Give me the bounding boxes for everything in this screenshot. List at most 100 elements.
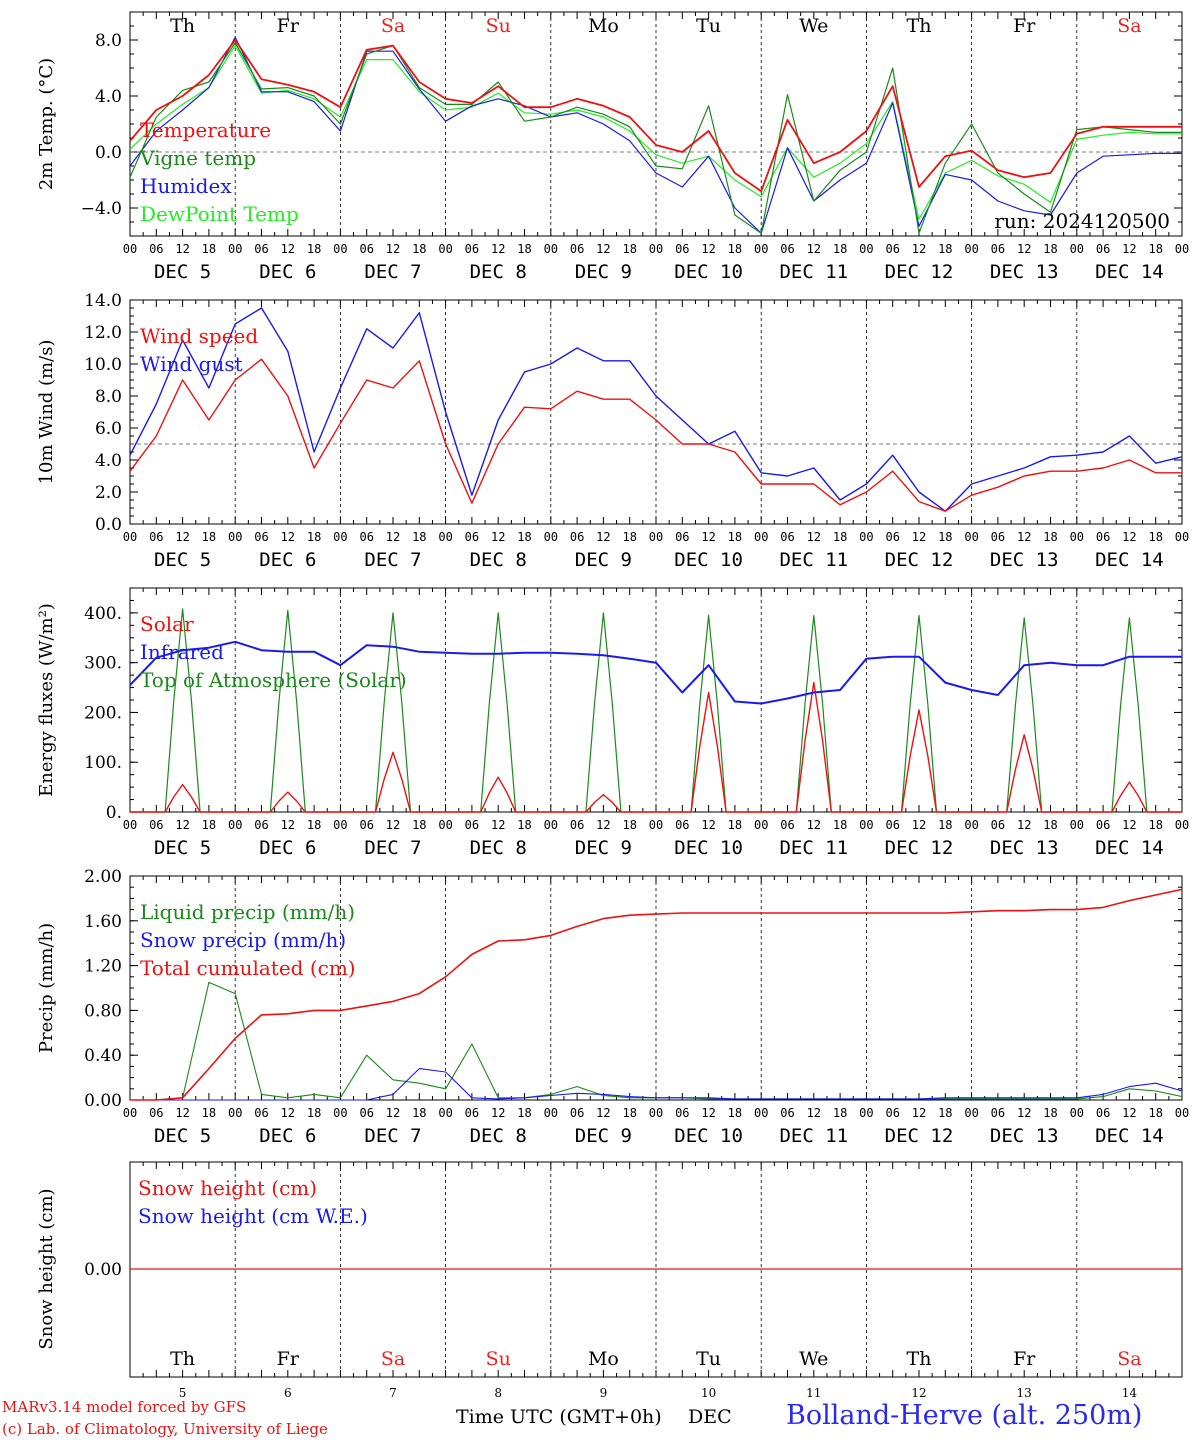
hour-tick-label: 18 — [622, 818, 636, 832]
day-number-label: 13 — [1017, 1386, 1032, 1400]
hour-tick-label: 00 — [649, 818, 663, 832]
hour-tick-label: 06 — [465, 242, 479, 256]
hour-tick-label: 00 — [544, 242, 558, 256]
weekday-label: Sa — [381, 15, 405, 37]
y-tick-label: 10.0 — [84, 355, 122, 375]
hour-tick-label: 00 — [333, 818, 347, 832]
x-date-labels: DEC 5 DEC 6 DEC 7 DEC 8 DEC 9 DEC 10 DEC 11 DEC… — [154, 261, 1164, 283]
hour-tick-label: 12 — [491, 818, 505, 832]
hour-tick-label: 12 — [596, 530, 610, 544]
hour-tick-label: 06 — [1096, 1106, 1110, 1120]
hour-tick-label: 18 — [412, 242, 426, 256]
hour-tick-label: 06 — [675, 818, 689, 832]
hour-tick-label: 06 — [149, 1106, 163, 1120]
weekday-label: Th — [170, 15, 195, 37]
x-hour-labels: 00 06 12 18 00 06 12 18 00 06 12 18 00 06 12 18 00 06 12 18… — [123, 818, 1189, 832]
date-label: DEC 8 — [470, 261, 527, 283]
hour-tick-label: 00 — [754, 1106, 768, 1120]
date-label: DEC 6 — [259, 1125, 316, 1147]
hour-tick-label: 18 — [833, 242, 847, 256]
y-tick-label: 14.0 — [84, 291, 122, 311]
hour-tick-label: 00 — [1070, 242, 1084, 256]
y-tick-label: 0.00 — [84, 1260, 122, 1280]
date-label: DEC 12 — [885, 837, 954, 859]
hour-tick-label: 12 — [807, 1106, 821, 1120]
hour-tick-label: 18 — [307, 242, 321, 256]
hour-tick-label: 12 — [807, 530, 821, 544]
series-line — [129, 307, 1183, 512]
y-axis-label: Snow height (cm) — [36, 1188, 57, 1349]
legend-dewpoint-temp: DewPoint Temp — [140, 202, 299, 226]
weekday-label: We — [799, 1348, 828, 1370]
hour-tick-label: 06 — [780, 1106, 794, 1120]
hour-tick-label: 12 — [175, 530, 189, 544]
hour-tick-label: 18 — [202, 1106, 216, 1120]
hour-tick-label: 06 — [359, 530, 373, 544]
weekday-label: Su — [486, 15, 511, 37]
hour-tick-label: 18 — [728, 530, 742, 544]
hour-tick-label: 12 — [386, 530, 400, 544]
y-tick-label: 1.20 — [84, 957, 122, 977]
date-label: DEC 12 — [885, 1125, 954, 1147]
hour-tick-label: 06 — [254, 818, 268, 832]
day-number-label: 5 — [179, 1386, 187, 1400]
hour-tick-label: 00 — [544, 818, 558, 832]
hour-tick-label: 00 — [544, 530, 558, 544]
weekday-label: Th — [170, 1348, 195, 1370]
hour-tick-label: 18 — [938, 530, 952, 544]
hour-tick-label: 06 — [465, 1106, 479, 1120]
series-line — [129, 42, 1182, 234]
y-tick-label: 2.00 — [84, 867, 122, 887]
hour-tick-label: 06 — [149, 818, 163, 832]
hour-tick-label: 06 — [991, 242, 1005, 256]
weekday-label: Mo — [588, 15, 619, 37]
date-label: DEC 9 — [575, 1125, 632, 1147]
series-line — [130, 681, 1182, 813]
hour-tick-label: 00 — [228, 818, 242, 832]
series-line — [129, 44, 1182, 220]
date-label: DEC 14 — [1095, 549, 1164, 571]
hour-tick-label: 12 — [175, 1106, 189, 1120]
y-tick-label: 0.80 — [84, 1001, 122, 1021]
hour-tick-label: 00 — [964, 530, 978, 544]
date-label: DEC 13 — [990, 1125, 1059, 1147]
hour-tick-label: 18 — [412, 1106, 426, 1120]
hour-tick-label: 00 — [123, 818, 137, 832]
hour-tick-label: 12 — [386, 242, 400, 256]
hour-tick-label: 18 — [1148, 242, 1162, 256]
hour-tick-label: 12 — [807, 818, 821, 832]
y-tick-label: 4.0 — [95, 87, 122, 107]
hour-tick-label: 06 — [359, 242, 373, 256]
y-tick-label: 12.0 — [84, 323, 122, 343]
y-axis-label: 10m Wind (m/s) — [36, 340, 57, 485]
date-label: DEC 14 — [1095, 837, 1164, 859]
y-axis-label: 2m Temp. (°C) — [36, 58, 57, 190]
hour-tick-label: 18 — [622, 1106, 636, 1120]
hour-tick-label: 18 — [517, 530, 531, 544]
hour-tick-label: 18 — [622, 530, 636, 544]
hour-tick-label: 06 — [675, 1106, 689, 1120]
date-label: DEC 12 — [885, 261, 954, 283]
legend-wind-speed: Wind speed — [140, 324, 258, 348]
hour-tick-label: 06 — [885, 242, 899, 256]
hour-tick-label: 12 — [596, 1106, 610, 1120]
legend-vigne-temp: Vigne temp — [139, 146, 256, 170]
date-label: DEC 14 — [1095, 1125, 1164, 1147]
hour-tick-label: 12 — [386, 1106, 400, 1120]
y-tick-label: 200. — [84, 703, 122, 723]
hour-tick-label: 00 — [438, 818, 452, 832]
hour-tick-label: 12 — [1017, 818, 1031, 832]
weekday-label: Su — [486, 1348, 511, 1370]
y-tick-label: 8.0 — [95, 387, 122, 407]
hour-tick-label: 18 — [1043, 1106, 1057, 1120]
legend-snow-height-cm-w-e-: Snow height (cm W.E.) — [138, 1204, 368, 1228]
hour-tick-label: 00 — [123, 242, 137, 256]
hour-tick-label: 06 — [254, 530, 268, 544]
hour-tick-label: 00 — [1175, 1106, 1189, 1120]
hour-tick-label: 00 — [1175, 242, 1189, 256]
hour-tick-label: 06 — [991, 1106, 1005, 1120]
hour-tick-label: 18 — [728, 242, 742, 256]
day-number-label: 6 — [284, 1386, 292, 1400]
hour-tick-label: 18 — [728, 818, 742, 832]
hour-tick-label: 06 — [780, 242, 794, 256]
